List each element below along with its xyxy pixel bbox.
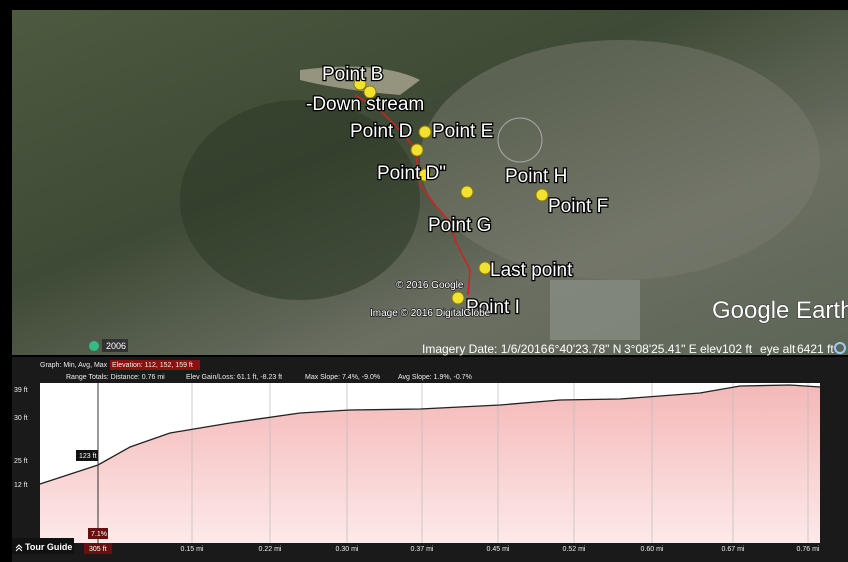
- screen: Point B -Down stream Point D Point E Poi…: [0, 0, 848, 562]
- history-icon[interactable]: [89, 341, 99, 351]
- imagery-date: Imagery Date: 1/6/2016: [422, 342, 548, 356]
- x-label: 0.52 mi: [563, 546, 586, 553]
- x-label: 0.76 mi: [797, 546, 820, 553]
- eye-alt-label: eye alt: [760, 342, 796, 356]
- map-label: -Down stream: [306, 94, 424, 115]
- campus: [420, 40, 820, 280]
- range-stat: Range Totals: Distance: 0.76 mi: [66, 374, 165, 381]
- tour-guide[interactable]: Tour Guide: [25, 542, 72, 552]
- map-label: Point F: [548, 196, 608, 217]
- pin[interactable]: [452, 292, 464, 304]
- eye-alt: 6421 ft: [797, 342, 834, 356]
- y-label: 39 ft: [14, 387, 28, 394]
- range-stat: Avg Slope: 1.9%, -0.7%: [398, 374, 472, 381]
- page: {"map": {"labels": ["Point B", "-Down st…: [0, 0, 848, 562]
- elev: 102 ft: [722, 342, 753, 356]
- y-label: 12 ft: [14, 482, 28, 489]
- cursor-elevation: 123 ft: [79, 453, 97, 460]
- x-label: 0.15 mi: [181, 546, 204, 553]
- latitude: 6°40'23.78" N: [548, 342, 621, 356]
- longitude: 3°08'25.41" E: [624, 342, 697, 356]
- y-label: 25 ft: [14, 458, 28, 465]
- cursor-slope: 7.1%: [91, 531, 107, 538]
- x-labels: 0.15 mi 0.22 mi 0.30 mi 0.37 mi 0.45 mi …: [181, 546, 820, 553]
- map-label: Point H: [505, 166, 567, 187]
- copyright: © 2016 Google: [396, 280, 464, 291]
- pin[interactable]: [536, 189, 548, 201]
- range-stat: Max Slope: 7.4%, -9.0%: [305, 374, 380, 381]
- x-label: 0.22 mi: [259, 546, 282, 553]
- copyright: Image © 2016 DigitalGlobe: [370, 308, 491, 319]
- graph-header: Graph: Min, Avg, Max: [40, 362, 108, 369]
- map-label: Last point: [490, 260, 573, 281]
- pin[interactable]: [419, 126, 431, 138]
- map-label: Point E: [432, 121, 493, 142]
- x-label: 0.45 mi: [487, 546, 510, 553]
- range-stat: Elev Gain/Loss: 61.1 ft, -8.23 ft: [186, 374, 282, 381]
- logo: Google Earth: [712, 297, 848, 324]
- elevation-stats: Elevation: 112, 152, 159 ft: [112, 362, 193, 369]
- buildings: [550, 280, 640, 340]
- x-label: 0.30 mi: [336, 546, 359, 553]
- map-label: Point G: [428, 215, 491, 236]
- year: 2006: [106, 341, 126, 351]
- cursor-distance: 305 ft: [89, 546, 107, 553]
- pin[interactable]: [461, 186, 473, 198]
- map-label: Point D: [350, 121, 412, 142]
- x-label: 0.67 mi: [722, 546, 745, 553]
- x-label: 0.37 mi: [411, 546, 434, 553]
- y-label: 30 ft: [14, 415, 28, 422]
- pin[interactable]: [411, 144, 423, 156]
- elev-label: elev: [700, 342, 722, 356]
- map-label: Point D": [377, 163, 446, 184]
- x-label: 0.60 mi: [641, 546, 664, 553]
- map-label: Point B: [322, 64, 383, 85]
- map-view[interactable]: Point B -Down stream Point D Point E Poi…: [12, 10, 848, 356]
